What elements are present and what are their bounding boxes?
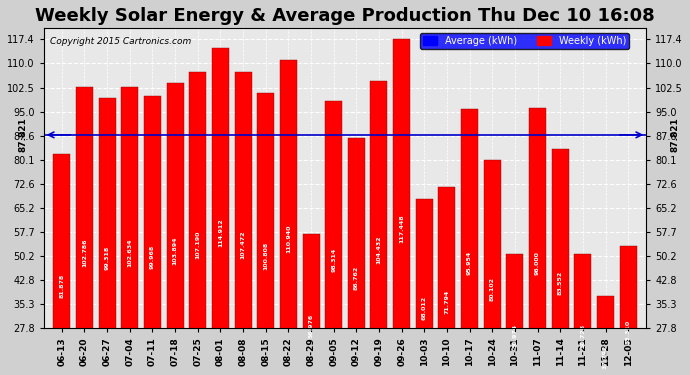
Text: 98.314: 98.314 [331,248,336,272]
Bar [371,81,388,375]
Text: 80.102: 80.102 [490,277,495,301]
Text: 86.762: 86.762 [354,266,359,290]
Text: 87.821: 87.821 [19,117,28,152]
Text: 110.940: 110.940 [286,225,291,254]
Text: 53.310: 53.310 [626,320,631,344]
Text: 50.974: 50.974 [513,324,518,348]
Bar [416,199,433,375]
Text: 87.821: 87.821 [671,117,680,152]
Bar [53,154,70,375]
Text: 104.432: 104.432 [377,236,382,264]
Bar [552,148,569,375]
Bar [212,48,229,375]
Bar [348,138,365,375]
Text: 71.794: 71.794 [444,290,449,314]
Bar [121,87,138,375]
Text: 95.954: 95.954 [467,251,472,275]
Bar [597,296,614,375]
Text: 96.000: 96.000 [535,251,540,275]
Bar [574,254,591,375]
Bar [393,39,410,375]
Text: 68.012: 68.012 [422,296,427,320]
Legend: Average (kWh), Weekly (kWh): Average (kWh), Weekly (kWh) [420,33,629,49]
Text: 37.792: 37.792 [603,345,608,369]
Bar [620,246,637,375]
Bar [235,72,252,375]
Bar [166,83,184,375]
Text: 99.968: 99.968 [150,245,155,269]
Text: 103.894: 103.894 [172,236,177,265]
Text: 102.634: 102.634 [127,238,132,267]
Bar [506,254,524,375]
Text: 50.728: 50.728 [580,324,585,348]
Bar [302,234,319,375]
Title: Weekly Solar Energy & Average Production Thu Dec 10 16:08: Weekly Solar Energy & Average Production… [35,7,655,25]
Text: 107.190: 107.190 [195,231,200,260]
Text: 102.786: 102.786 [82,238,87,267]
Text: Copyright 2015 Cartronics.com: Copyright 2015 Cartronics.com [50,37,191,46]
Text: 83.552: 83.552 [558,271,563,296]
Text: 114.912: 114.912 [218,218,223,247]
Bar [76,87,93,375]
Bar [529,108,546,375]
Bar [280,60,297,375]
Text: 81.878: 81.878 [59,274,64,298]
Bar [438,186,455,375]
Bar [461,109,478,375]
Text: 100.808: 100.808 [263,242,268,270]
Bar [189,72,206,375]
Bar [99,98,116,375]
Text: 99.318: 99.318 [105,246,110,270]
Bar [325,101,342,375]
Text: 117.448: 117.448 [399,214,404,243]
Text: 56.976: 56.976 [308,314,313,338]
Text: 107.472: 107.472 [241,231,246,259]
Bar [257,93,274,375]
Bar [144,96,161,375]
Bar [484,160,501,375]
